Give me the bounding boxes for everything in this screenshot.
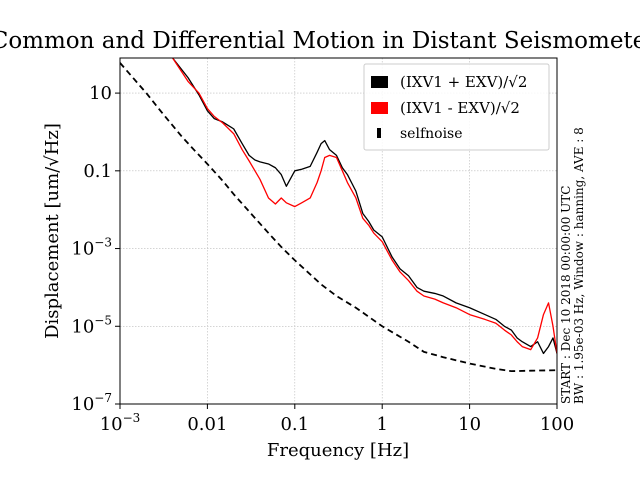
- y-tick-label-0: 10−7: [71, 391, 112, 415]
- annotation-line-2: BW : 1.95e-03 Hz, Window : hanning, AVE …: [572, 127, 586, 404]
- x-tick-label-0: 10−3: [100, 411, 141, 435]
- x-axis-ticks: 10−3 0.01 0.1 1 10 100: [100, 404, 574, 435]
- legend-label-0: (IXV1 + EXV)/√2: [400, 73, 527, 91]
- legend-swatch-1: [371, 102, 388, 114]
- y-tick-label-1: 10−5: [71, 313, 112, 337]
- y-tick-label-3: 0.1: [83, 161, 112, 182]
- x-axis-label: Frequency [Hz]: [267, 440, 409, 461]
- plot-frame: [119, 57, 558, 405]
- x-tick-label-2: 0.1: [280, 414, 309, 435]
- series-line-2: [120, 62, 557, 373]
- y-tick-label-4: 10: [89, 83, 112, 104]
- x-tick-label-5: 100: [540, 414, 574, 435]
- y-axis-label: Displacement [um/√Hz]: [42, 123, 63, 339]
- x-tick-label-4: 10: [458, 414, 481, 435]
- chart-title: Common and Differential Motion in Distan…: [0, 28, 640, 54]
- legend-box: [363, 63, 550, 151]
- legend-label-1: (IXV1 - EXV)/√2: [400, 99, 520, 117]
- y-tick-label-2: 10−3: [71, 236, 112, 260]
- plot-area: [120, 58, 557, 373]
- legend-swatch-0: [371, 76, 388, 88]
- x-tick-label-1: 0.01: [187, 414, 227, 435]
- legend-label-2: selfnoise: [400, 126, 463, 142]
- legend: (IXV1 + EXV)/√2 (IXV1 - EXV)/√2 selfnoise: [363, 63, 550, 151]
- annotation-line-1: START : Dec 10 2018 00:00:00 UTC: [559, 186, 573, 404]
- y-axis-ticks: 10−7 10−5 10−3 0.1 10: [71, 83, 120, 415]
- series-line-1: [172, 58, 557, 354]
- series-line-0: [172, 58, 557, 355]
- legend-swatch-2: [377, 128, 381, 138]
- x-tick-label-3: 1: [376, 414, 387, 435]
